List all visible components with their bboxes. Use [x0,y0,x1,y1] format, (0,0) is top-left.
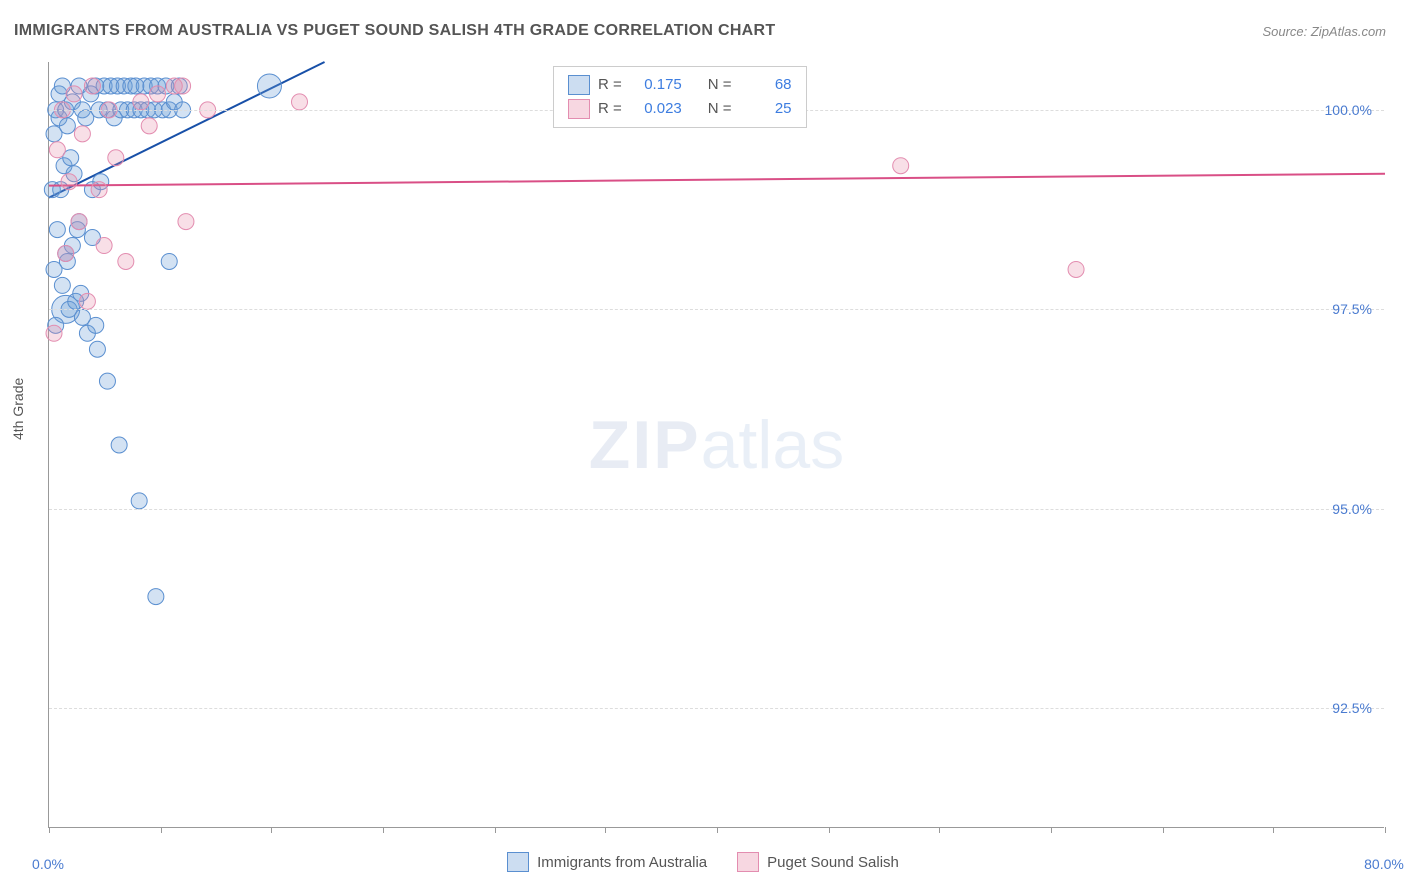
legend-bottom: Immigrants from Australia Puget Sound Sal… [0,852,1406,872]
data-point [88,317,104,333]
legend-top-row: R = 0.023 N = 25 [568,97,792,121]
y-tick-label: 97.5% [1332,301,1372,317]
data-point [108,150,124,166]
legend-n-label: N = [708,97,732,121]
data-point [46,261,62,277]
data-point [175,78,191,94]
data-point [74,126,90,142]
legend-r-value: 0.175 [630,73,682,97]
data-point [118,253,134,269]
legend-r-label: R = [598,73,622,97]
data-point [150,86,166,102]
legend-bottom-item: Puget Sound Salish [737,852,899,872]
data-point [141,118,157,134]
data-point [133,94,149,110]
gridline [49,309,1384,310]
x-tick [717,827,718,833]
y-axis-label: 4th Grade [10,378,26,440]
data-point [59,118,75,134]
data-point [91,182,107,198]
legend-label: Immigrants from Australia [537,854,707,871]
data-point [61,174,77,190]
data-point [148,589,164,605]
trend-line [49,174,1385,186]
x-tick [161,827,162,833]
data-point [893,158,909,174]
data-point [66,86,82,102]
x-tick-label: 0.0% [32,856,64,872]
x-tick [383,827,384,833]
legend-r-label: R = [598,97,622,121]
gridline [49,509,1384,510]
x-tick [495,827,496,833]
x-tick [271,827,272,833]
y-tick-label: 95.0% [1332,501,1372,517]
plot-area: ZIPatlas 92.5%95.0%97.5%100.0% [48,62,1384,828]
legend-swatch [568,99,590,119]
data-point [84,78,100,94]
chart-svg [49,62,1384,827]
x-tick [49,827,50,833]
data-point [79,293,95,309]
data-point [49,222,65,238]
y-tick-label: 92.5% [1332,700,1372,716]
legend-label: Puget Sound Salish [767,854,899,871]
legend-n-value: 25 [740,97,792,121]
data-point [1068,261,1084,277]
x-tick [1051,827,1052,833]
legend-swatch [507,852,529,872]
x-tick [1163,827,1164,833]
data-point [71,214,87,230]
gridline [49,708,1384,709]
legend-swatch [568,75,590,95]
legend-swatch [737,852,759,872]
legend-r-value: 0.023 [630,97,682,121]
data-point [49,142,65,158]
data-point [111,437,127,453]
data-point [292,94,308,110]
chart-title: IMMIGRANTS FROM AUSTRALIA VS PUGET SOUND… [14,22,775,40]
legend-top: R = 0.175 N = 68 R = 0.023 N = 25 [553,66,807,128]
legend-n-label: N = [708,73,732,97]
data-point [99,373,115,389]
y-tick-label: 100.0% [1325,102,1372,118]
data-point [46,325,62,341]
data-point [257,74,281,98]
x-tick [1385,827,1386,833]
data-point [131,493,147,509]
legend-top-row: R = 0.175 N = 68 [568,73,792,97]
source-label: Source: ZipAtlas.com [1262,24,1386,39]
x-tick [829,827,830,833]
x-tick [605,827,606,833]
data-point [58,246,74,262]
data-point [89,341,105,357]
legend-n-value: 68 [740,73,792,97]
x-tick [1273,827,1274,833]
x-tick-label: 80.0% [1364,856,1404,872]
data-point [161,253,177,269]
data-point [54,277,70,293]
data-point [178,214,194,230]
x-tick [939,827,940,833]
data-point [96,238,112,254]
legend-bottom-item: Immigrants from Australia [507,852,707,872]
